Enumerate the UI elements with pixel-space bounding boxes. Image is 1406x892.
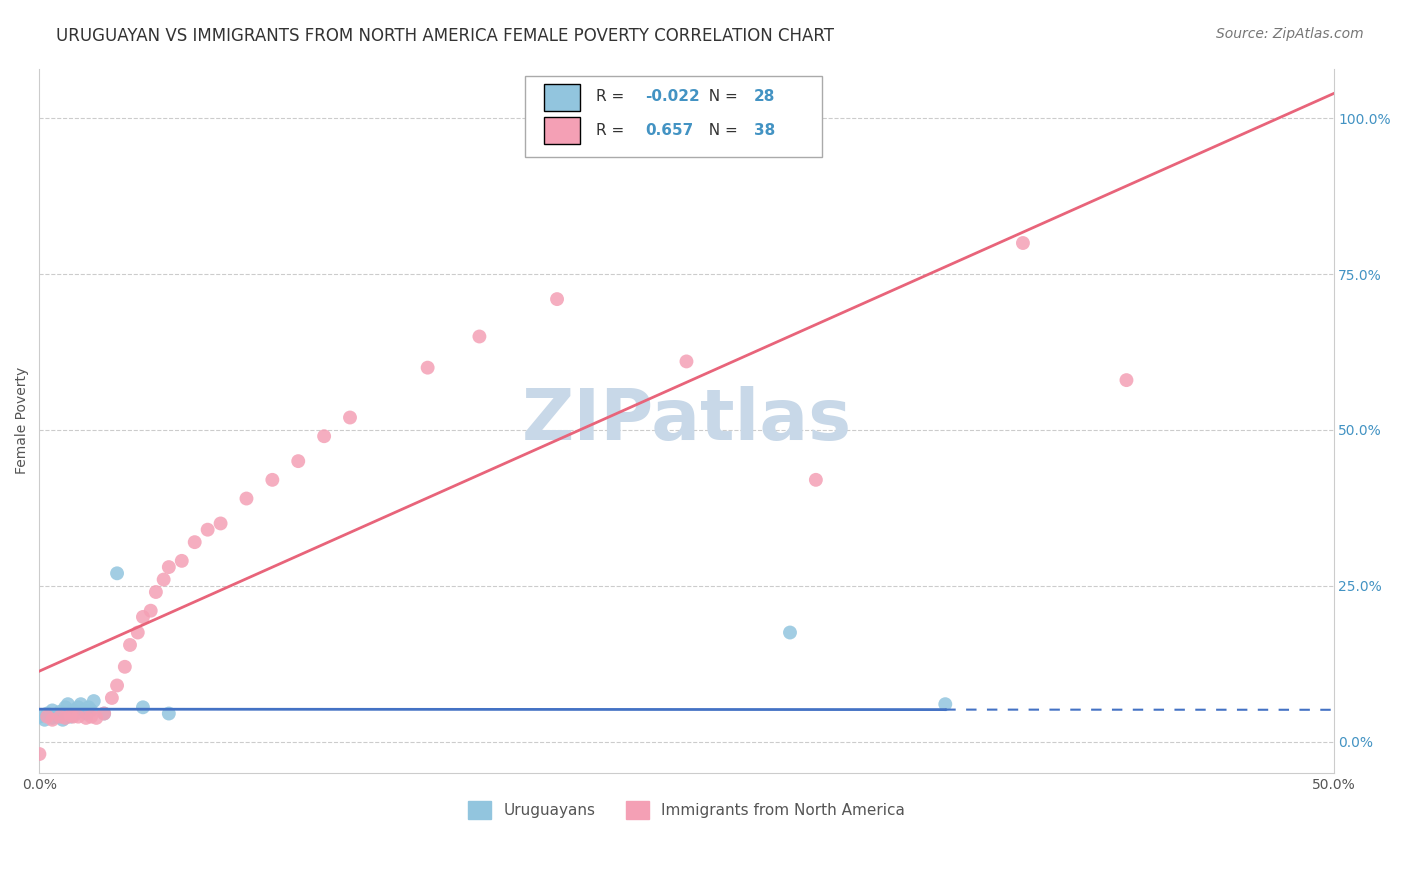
- Point: [139, 604, 162, 618]
- Point: [209, 516, 232, 531]
- Point: [56, 697, 79, 711]
- Point: [157, 560, 180, 574]
- Point: [804, 473, 827, 487]
- Point: [145, 585, 167, 599]
- Point: [59, 709, 82, 723]
- Text: Source: ZipAtlas.com: Source: ZipAtlas.com: [1216, 27, 1364, 41]
- Point: [132, 700, 155, 714]
- Text: 28: 28: [754, 89, 775, 104]
- Point: [86, 711, 108, 725]
- Point: [75, 711, 97, 725]
- Point: [314, 429, 336, 443]
- Point: [62, 703, 84, 717]
- Point: [339, 410, 361, 425]
- Point: [1012, 235, 1035, 250]
- Text: R =: R =: [596, 89, 628, 104]
- Point: [101, 690, 124, 705]
- Text: ZIPatlas: ZIPatlas: [522, 386, 852, 455]
- Point: [152, 573, 174, 587]
- Point: [934, 697, 956, 711]
- Point: [53, 700, 76, 714]
- Point: [46, 709, 69, 723]
- Text: R =: R =: [596, 123, 628, 138]
- Point: [287, 454, 309, 468]
- Point: [41, 711, 63, 725]
- Point: [72, 703, 94, 717]
- Point: [235, 491, 257, 506]
- Text: N =: N =: [699, 89, 742, 104]
- Point: [28, 747, 51, 761]
- Text: 0.657: 0.657: [645, 123, 693, 138]
- Point: [65, 706, 87, 721]
- Point: [468, 329, 491, 343]
- FancyBboxPatch shape: [524, 76, 823, 157]
- Point: [132, 610, 155, 624]
- Point: [105, 566, 128, 581]
- Text: N =: N =: [699, 123, 742, 138]
- FancyBboxPatch shape: [544, 118, 581, 145]
- Point: [37, 706, 59, 721]
- Point: [80, 709, 103, 723]
- Point: [49, 708, 72, 723]
- Point: [41, 703, 63, 717]
- Text: URUGUAYAN VS IMMIGRANTS FROM NORTH AMERICA FEMALE POVERTY CORRELATION CHART: URUGUAYAN VS IMMIGRANTS FROM NORTH AMERI…: [56, 27, 834, 45]
- Point: [93, 706, 115, 721]
- Point: [49, 709, 72, 723]
- Point: [49, 705, 72, 719]
- FancyBboxPatch shape: [544, 84, 581, 111]
- Point: [1115, 373, 1137, 387]
- Point: [183, 535, 205, 549]
- Point: [53, 706, 76, 721]
- Point: [416, 360, 439, 375]
- Point: [262, 473, 284, 487]
- Point: [59, 708, 82, 723]
- Point: [157, 706, 180, 721]
- Point: [77, 700, 100, 714]
- Point: [118, 638, 141, 652]
- Point: [105, 678, 128, 692]
- Point: [28, 709, 51, 723]
- Point: [41, 713, 63, 727]
- Point: [62, 709, 84, 723]
- Point: [52, 713, 75, 727]
- Y-axis label: Female Poverty: Female Poverty: [15, 367, 30, 475]
- Point: [34, 713, 56, 727]
- Point: [546, 292, 568, 306]
- Point: [127, 625, 149, 640]
- Point: [67, 700, 90, 714]
- Point: [37, 709, 59, 723]
- Point: [83, 694, 105, 708]
- Point: [80, 703, 103, 717]
- Point: [53, 711, 76, 725]
- Text: -0.022: -0.022: [645, 89, 700, 104]
- Point: [675, 354, 697, 368]
- Point: [197, 523, 219, 537]
- Point: [75, 706, 97, 721]
- Point: [93, 706, 115, 721]
- Text: 38: 38: [754, 123, 775, 138]
- Point: [779, 625, 801, 640]
- Point: [170, 554, 193, 568]
- Point: [67, 709, 90, 723]
- Point: [69, 697, 91, 711]
- Legend: Uruguayans, Immigrants from North America: Uruguayans, Immigrants from North Americ…: [463, 795, 911, 825]
- Point: [114, 660, 136, 674]
